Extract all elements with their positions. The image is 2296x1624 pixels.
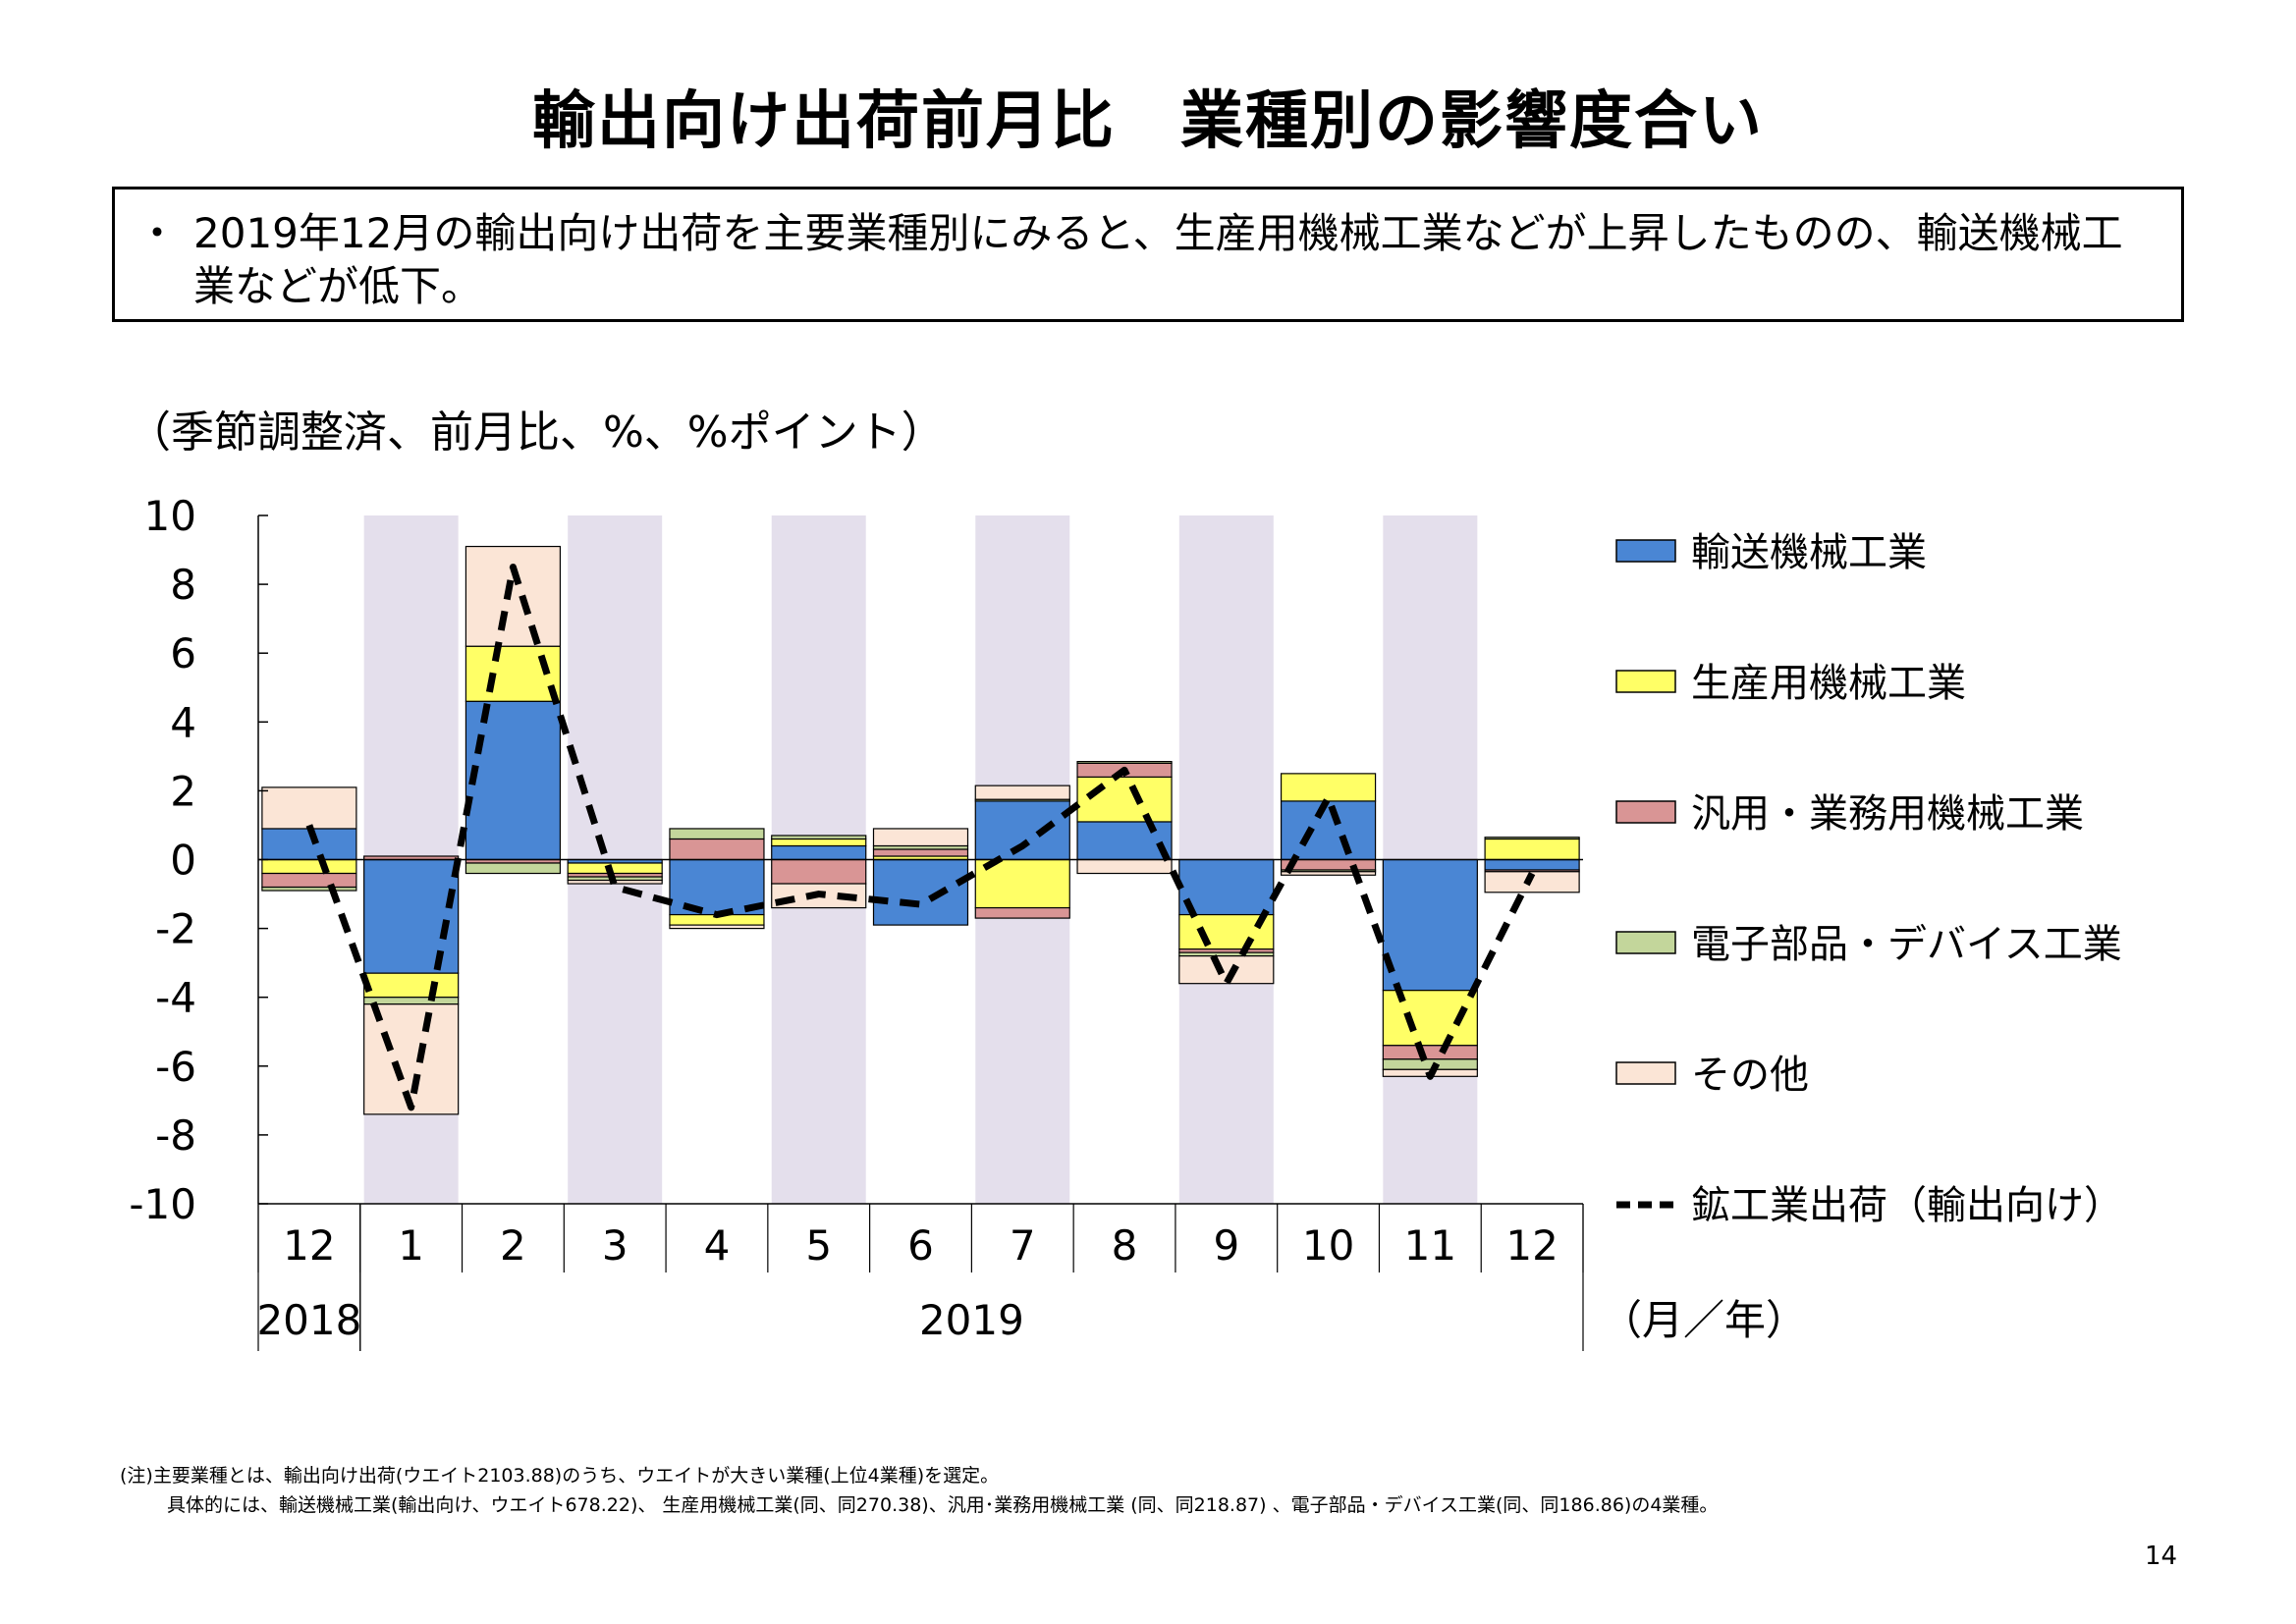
bar-segment-series4 xyxy=(771,835,867,840)
footnote: (注)主要業種とは、輸出向け出荷(ウエイト2103.88)のうち、ウエイトが大き… xyxy=(120,1461,1718,1520)
bar-segment-series2 xyxy=(1280,773,1377,802)
y-tick-label: 10 xyxy=(144,492,196,540)
x-tick-label: 5 xyxy=(805,1221,832,1270)
summary-box: ・ 2019年12月の輸出向け出荷を主要業種別にみると、生産用機械工業などが上昇… xyxy=(112,187,2184,322)
footnote-line1: (注)主要業種とは、輸出向け出荷(ウエイト2103.88)のうち、ウエイトが大き… xyxy=(120,1465,1000,1487)
x-tick-label: 7 xyxy=(1010,1221,1036,1270)
legend-label: 鉱工業出荷（輸出向け） xyxy=(1691,1183,2123,1228)
bar-segment-series4 xyxy=(1484,837,1580,840)
bar-segment-series2 xyxy=(771,838,867,847)
year-label: 2018 xyxy=(256,1296,361,1344)
bar-segment-series5 xyxy=(669,924,765,930)
y-tick-label: 4 xyxy=(170,698,196,746)
bar-segment-series1 xyxy=(1178,858,1275,916)
legend-swatch xyxy=(1615,670,1676,693)
bar-segment-series5 xyxy=(1178,955,1275,985)
bar-segment-series4 xyxy=(363,997,460,1005)
bar-segment-series3 xyxy=(1382,1045,1478,1060)
bar-segment-series4 xyxy=(261,886,357,892)
line-series-exports xyxy=(305,564,1536,1111)
bar-segment-series5 xyxy=(872,828,969,847)
bar-segment-series5 xyxy=(1484,871,1580,893)
legend-label: 輸送機械工業 xyxy=(1691,530,1927,575)
x-tick-label: 12 xyxy=(283,1221,335,1270)
bar-segment-series4 xyxy=(1382,1058,1478,1070)
bar-segment-series2 xyxy=(567,862,663,875)
page-number: 14 xyxy=(2145,1542,2178,1571)
legend-swatch xyxy=(1615,539,1676,563)
x-tick-label: 8 xyxy=(1112,1221,1138,1270)
bar-segment-series4 xyxy=(669,828,765,840)
y-tick-label: 2 xyxy=(170,767,196,815)
y-tick-label: 8 xyxy=(170,561,196,609)
bar-segment-series3 xyxy=(669,838,765,861)
x-tick-label: 6 xyxy=(907,1221,934,1270)
x-unit-label: （月／年） xyxy=(1601,1296,1807,1344)
x-tick-label: 3 xyxy=(602,1221,629,1270)
x-tick-label: 1 xyxy=(398,1221,424,1270)
summary-text: 2019年12月の輸出向け出荷を主要業種別にみると、生産用機械工業などが上昇した… xyxy=(193,209,2123,310)
legend-swatch xyxy=(1615,800,1676,824)
bar-segment-series1 xyxy=(1382,858,1478,992)
y-tick-label: -2 xyxy=(155,905,196,953)
bar-segment-series1 xyxy=(1484,858,1580,871)
bar-segment-series1 xyxy=(261,828,357,861)
summary-bullet: ・ xyxy=(137,209,179,257)
bar-segment-series5 xyxy=(1076,858,1173,875)
bar-segment-series1 xyxy=(771,844,867,861)
bar-segment-series5 xyxy=(974,785,1070,800)
legend-label: 電子部品・デバイス工業 xyxy=(1691,922,2122,967)
footnote-line2: 具体的には、輸送機械工業(輸出向け、ウエイト678.22)、 生産用機械工業(同… xyxy=(167,1494,1719,1516)
x-tick-label: 2 xyxy=(500,1221,526,1270)
page-title: 輸出向け出荷前月比 業種別の影響度合い xyxy=(532,85,1764,158)
bar-segment-series2 xyxy=(261,858,357,875)
legend-label: その他 xyxy=(1691,1053,1809,1098)
legend-label: 汎用・業務用機械工業 xyxy=(1691,791,2084,837)
bar-segment-series1 xyxy=(1280,800,1377,861)
bar-segment-series2 xyxy=(1076,776,1173,823)
bar-segment-series4 xyxy=(1076,761,1173,764)
bar-segment-series3 xyxy=(872,848,969,857)
bar-segment-series5 xyxy=(363,1003,460,1115)
x-tick-label: 9 xyxy=(1213,1221,1239,1270)
bar-segment-series1 xyxy=(1076,821,1173,861)
y-tick-label: -6 xyxy=(155,1043,196,1091)
y-tick-label: -8 xyxy=(155,1111,196,1160)
x-tick-label: 10 xyxy=(1302,1221,1354,1270)
bar-segment-series2 xyxy=(1484,838,1580,861)
legend-swatch xyxy=(1615,1061,1676,1085)
y-tick-label: 6 xyxy=(170,629,196,677)
legend-label: 生産用機械工業 xyxy=(1691,661,1966,706)
bar-segment-series1 xyxy=(465,700,562,861)
legend-swatch xyxy=(1615,931,1676,954)
y-tick-label: 0 xyxy=(170,837,196,885)
bar-segment-series1 xyxy=(363,858,460,974)
bar-segment-series2 xyxy=(363,972,460,999)
bar-segment-series3 xyxy=(261,872,357,889)
bar-segment-series1 xyxy=(872,858,969,926)
bar-segment-series1 xyxy=(974,800,1070,861)
bar-segment-series3 xyxy=(771,858,867,885)
bar-segment-series5 xyxy=(1280,871,1377,876)
bar-segment-series4 xyxy=(465,862,562,875)
bar-segment-series5 xyxy=(261,786,357,830)
x-tick-label: 11 xyxy=(1404,1221,1456,1270)
bar-segment-series3 xyxy=(974,906,1070,919)
y-tick-label: -10 xyxy=(129,1180,196,1228)
bar-segment-series5 xyxy=(465,545,562,647)
year-label: 2019 xyxy=(919,1296,1024,1344)
x-tick-label: 12 xyxy=(1505,1221,1558,1270)
y-tick-label: -4 xyxy=(155,974,196,1022)
unit-label: （季節調整済、前月比、%、%ポイント） xyxy=(128,407,945,458)
x-tick-label: 4 xyxy=(704,1221,731,1270)
